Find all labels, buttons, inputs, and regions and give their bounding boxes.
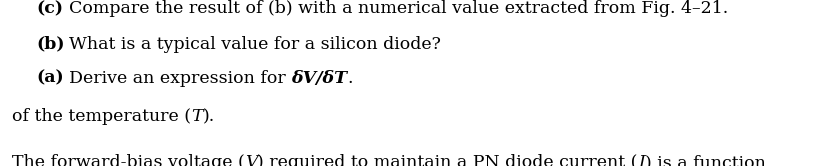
- Text: δV/δT: δV/δT: [291, 70, 348, 87]
- Text: Derive an expression for: Derive an expression for: [69, 70, 291, 87]
- Text: Compare the result of (b) with a numerical value extracted from Fig. 4–21.: Compare the result of (b) with a numeric…: [69, 0, 729, 17]
- Text: (a): (a): [37, 70, 64, 87]
- Text: ) is a function: ) is a function: [645, 154, 766, 166]
- Text: V: V: [245, 154, 257, 166]
- Text: (c): (c): [37, 0, 63, 17]
- Text: (b): (b): [37, 36, 65, 53]
- Text: T: T: [191, 108, 203, 125]
- Text: ) required to maintain a PN diode current (: ) required to maintain a PN diode curren…: [257, 154, 638, 166]
- Text: The forward-bias voltage (: The forward-bias voltage (: [12, 154, 245, 166]
- Text: ).: ).: [203, 108, 215, 125]
- Text: of the temperature (: of the temperature (: [12, 108, 191, 125]
- Text: What is a typical value for a silicon diode?: What is a typical value for a silicon di…: [69, 36, 441, 53]
- Text: I: I: [638, 154, 645, 166]
- Text: .: .: [348, 70, 353, 87]
